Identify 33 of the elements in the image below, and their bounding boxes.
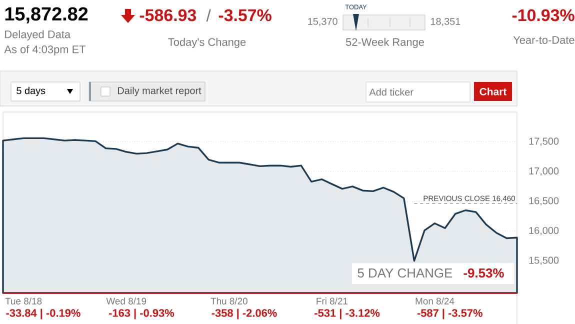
text: -358 | -2.06% bbox=[212, 308, 277, 320]
text: -531 | -3.12% bbox=[314, 308, 380, 320]
text: 5 days bbox=[16, 86, 46, 96]
text: -33.84 | -0.19% bbox=[6, 308, 80, 320]
x-tick-label: Tue 8/18 bbox=[5, 298, 42, 304]
y-tick-label: 17,500 bbox=[529, 138, 559, 146]
y-tick-label: 16,500 bbox=[529, 197, 559, 206]
text: -586.93 bbox=[140, 9, 196, 22]
text: Year-to-Date bbox=[513, 36, 574, 44]
chart-title: 15,872.82 bbox=[5, 7, 88, 24]
x-tick-label: Mon 8/24 bbox=[416, 298, 454, 304]
text: -3.57% bbox=[218, 9, 272, 22]
text: / bbox=[206, 9, 211, 22]
text: -10.93% bbox=[512, 9, 574, 22]
annotation: -9.53% bbox=[464, 268, 504, 278]
text: Daily market report bbox=[118, 86, 202, 96]
text: Add ticker bbox=[369, 88, 414, 96]
x-tick-label: Fri 8/21 bbox=[316, 298, 348, 304]
text: 18,351 bbox=[430, 18, 460, 26]
text: 15,370 bbox=[308, 18, 338, 26]
text: -163 | -0.93% bbox=[108, 308, 174, 320]
text: Chart bbox=[480, 88, 507, 96]
y-tick-label: 17,000 bbox=[529, 167, 559, 176]
text: Today's Change bbox=[168, 38, 246, 48]
y-tick-label: 15,500 bbox=[529, 256, 559, 265]
y-tick-label: 16,000 bbox=[529, 226, 559, 236]
text: 52-Week Range bbox=[346, 38, 424, 48]
x-tick-label: Thu 8/20 bbox=[210, 298, 248, 304]
text: As of 4:03pm ET bbox=[4, 45, 86, 56]
text: Delayed Data bbox=[5, 30, 71, 40]
text: -587 | -3.57% bbox=[417, 308, 482, 320]
x-tick-label: Wed 8/19 bbox=[106, 298, 146, 304]
annotation: 5 DAY CHANGE bbox=[358, 268, 452, 278]
